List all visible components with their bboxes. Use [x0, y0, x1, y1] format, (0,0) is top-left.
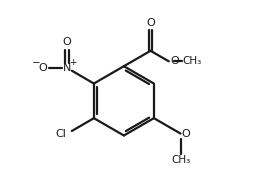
Text: O: O — [171, 56, 180, 66]
Text: CH₃: CH₃ — [183, 56, 202, 66]
Text: O: O — [146, 18, 155, 28]
Text: O: O — [38, 63, 47, 73]
Text: +: + — [69, 58, 77, 67]
Text: Cl: Cl — [55, 129, 66, 139]
Text: −: − — [32, 58, 41, 68]
Text: O: O — [182, 129, 191, 139]
Text: N: N — [63, 63, 71, 73]
Text: O: O — [63, 37, 71, 47]
Text: CH₃: CH₃ — [171, 155, 190, 165]
